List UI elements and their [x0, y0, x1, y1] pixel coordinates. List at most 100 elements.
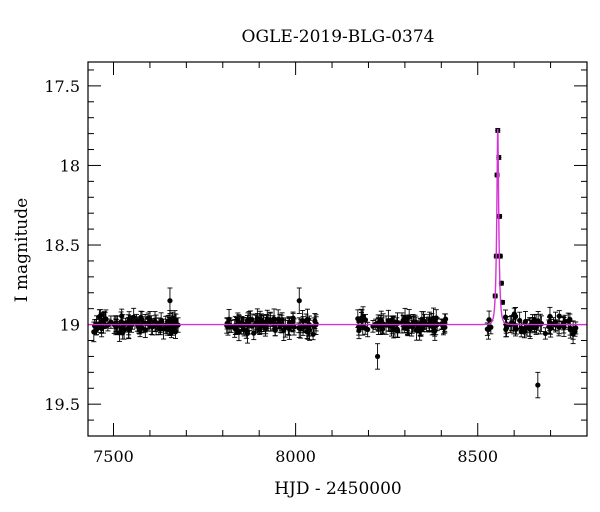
- point-marker: [290, 322, 296, 328]
- point-marker: [394, 319, 401, 326]
- point-marker: [103, 316, 109, 322]
- data-point: [246, 311, 252, 332]
- model-curve: [88, 128, 587, 326]
- point-marker: [235, 316, 241, 323]
- x-tick-label: 8500: [457, 447, 498, 466]
- data-point: [91, 321, 97, 343]
- x-tick-label: 8000: [275, 447, 316, 466]
- point-marker: [547, 313, 553, 320]
- data-point: [225, 318, 231, 336]
- point-marker: [362, 317, 369, 323]
- y-axis-label: I magnitude: [12, 198, 32, 302]
- y-tick-label: 19.5: [44, 395, 80, 414]
- data-point: [392, 319, 398, 338]
- data-point: [548, 319, 554, 338]
- x-tick-label: 7500: [93, 447, 134, 466]
- point-marker: [518, 325, 525, 331]
- data-point: [374, 343, 381, 370]
- point-marker: [172, 329, 179, 335]
- point-marker: [512, 323, 519, 329]
- data-point: [552, 311, 559, 333]
- data-point: [296, 287, 302, 314]
- point-marker: [261, 319, 267, 325]
- chart-title: OGLE-2019-BLG-0374: [242, 27, 435, 47]
- point-marker: [522, 319, 529, 325]
- data-point: [282, 317, 288, 338]
- point-marker: [413, 327, 420, 333]
- y-tick-label: 18.5: [44, 236, 80, 255]
- point-marker: [108, 319, 114, 325]
- point-marker: [442, 324, 448, 330]
- data-point: [413, 319, 420, 341]
- point-marker: [496, 213, 503, 219]
- data-point: [167, 287, 173, 314]
- axis-tick-labels: 7500 8000 8500 17.5 18 18.5 19 19.5: [44, 77, 498, 466]
- point-marker: [497, 253, 503, 259]
- point-marker: [272, 327, 278, 333]
- data-point: [418, 318, 424, 337]
- point-marker: [392, 326, 398, 332]
- point-marker: [517, 317, 523, 324]
- data-point: [427, 311, 433, 329]
- data-point: [108, 315, 114, 329]
- data-point: [442, 321, 448, 334]
- data-point: [286, 318, 292, 340]
- axis-ticks: [88, 62, 587, 437]
- point-marker: [286, 326, 292, 332]
- point-marker: [226, 316, 232, 322]
- y-tick-label: 18: [60, 156, 80, 175]
- point-marker: [298, 326, 304, 332]
- point-marker: [427, 317, 433, 323]
- point-marker: [290, 315, 296, 321]
- point-marker: [362, 325, 368, 331]
- point-marker: [431, 324, 437, 330]
- point-marker: [567, 325, 573, 331]
- data-point: [244, 323, 251, 344]
- point-marker: [282, 324, 288, 331]
- data-points: [91, 127, 579, 399]
- data-point: [261, 314, 267, 330]
- point-marker: [119, 313, 125, 319]
- data-point: [146, 315, 152, 329]
- point-marker: [244, 330, 251, 336]
- point-marker: [485, 326, 492, 333]
- data-point: [99, 319, 105, 338]
- point-marker: [310, 331, 316, 337]
- y-tick-label: 17.5: [44, 77, 80, 96]
- point-marker: [246, 318, 252, 324]
- point-marker: [146, 319, 152, 325]
- data-point: [358, 312, 365, 329]
- point-marker: [233, 326, 239, 332]
- point-marker: [374, 353, 381, 360]
- data-point: [535, 371, 541, 399]
- point-marker: [257, 326, 263, 332]
- point-marker: [379, 322, 385, 329]
- point-marker: [305, 328, 311, 334]
- data-point: [556, 310, 562, 323]
- point-marker: [133, 318, 140, 324]
- x-axis-label: HJD - 2450000: [274, 479, 402, 499]
- point-marker: [486, 317, 492, 323]
- point-marker: [99, 325, 105, 332]
- point-marker: [358, 317, 365, 324]
- data-point: [403, 314, 409, 331]
- data-point: [542, 327, 548, 340]
- point-marker: [561, 324, 567, 330]
- point-marker: [535, 382, 541, 388]
- data-point: [496, 213, 503, 219]
- y-tick-label: 19: [60, 316, 80, 335]
- data-point: [394, 312, 401, 333]
- data-point: [547, 306, 553, 326]
- point-marker: [552, 319, 559, 325]
- point-marker: [167, 298, 173, 304]
- point-marker: [418, 325, 424, 331]
- plot-frame: [87, 61, 588, 437]
- data-point: [290, 312, 296, 324]
- point-marker: [548, 325, 554, 331]
- point-marker: [313, 321, 319, 327]
- point-marker: [225, 324, 231, 330]
- point-marker: [296, 298, 302, 304]
- point-marker: [118, 326, 124, 332]
- point-marker: [91, 329, 97, 335]
